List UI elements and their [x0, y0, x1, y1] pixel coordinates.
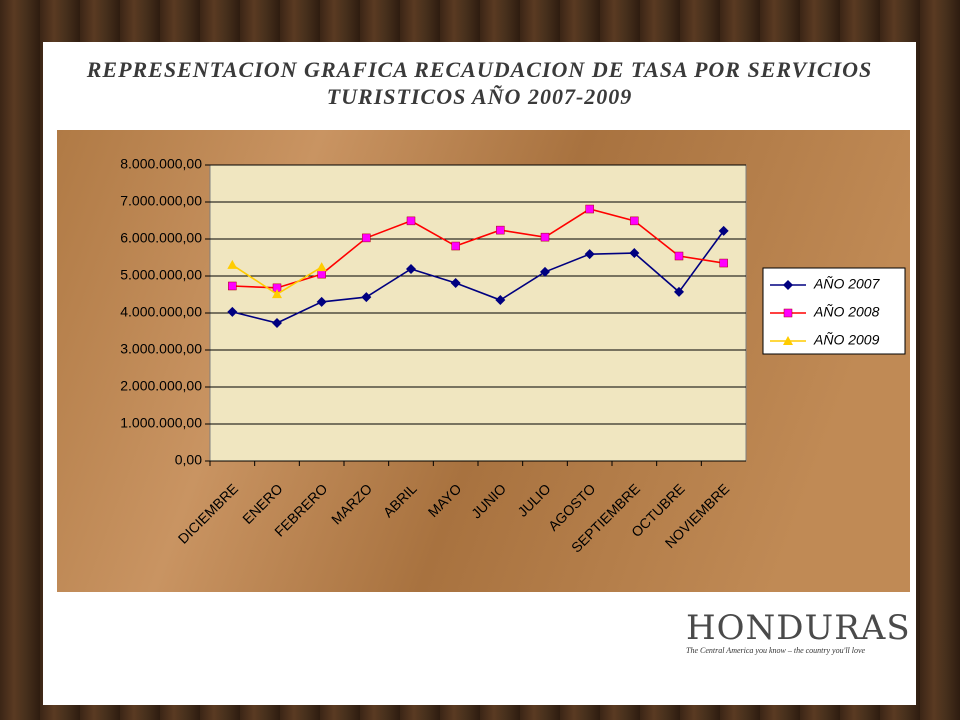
- y-tick-label: 1.000.000,00: [120, 415, 202, 431]
- logo: HONDURAS The Central America you know – …: [686, 608, 911, 655]
- point: [540, 232, 550, 242]
- y-tick-label: 6.000.000,00: [120, 230, 202, 246]
- point: [629, 248, 640, 259]
- point: [450, 278, 461, 289]
- logo-tagline: The Central America you know – the count…: [686, 646, 866, 655]
- point: [584, 249, 595, 260]
- logo-name: HONDURAS: [686, 608, 911, 648]
- point: [228, 281, 237, 291]
- point: [272, 289, 282, 299]
- point: [316, 262, 327, 272]
- line: [232, 230, 725, 324]
- legend-label: AÑO 2009: [813, 332, 880, 348]
- chart-title: REPRESENTACION GRAFICA RECAUDACION DE TA…: [86, 57, 873, 109]
- point: [406, 216, 416, 226]
- point: [227, 306, 238, 317]
- y-tick-label: 5.000.000,00: [120, 267, 202, 283]
- point: [718, 225, 729, 236]
- point: [585, 204, 594, 214]
- legend-label: AÑO 2008: [813, 304, 880, 320]
- point: [361, 292, 372, 303]
- point: [630, 216, 639, 226]
- legend-marker: [783, 280, 793, 290]
- y-tick-label: 0,00: [175, 452, 202, 468]
- point: [272, 317, 282, 328]
- y-tick-label: 2.000.000,00: [120, 378, 202, 394]
- point: [674, 286, 684, 297]
- y-tick-label: 7.000.000,00: [120, 193, 202, 209]
- point: [719, 258, 728, 268]
- legend-marker: [783, 336, 793, 345]
- point: [317, 269, 326, 279]
- point: [451, 241, 460, 251]
- point: [496, 225, 505, 235]
- legend-label: AÑO 2007: [813, 276, 881, 292]
- line: [232, 208, 724, 289]
- point: [495, 295, 506, 306]
- point: [540, 266, 550, 277]
- y-tick-label: 4.000.000,00: [120, 304, 202, 320]
- y-tick-label: 8.000.000,00: [120, 156, 202, 172]
- y-tick-label: 3.000.000,00: [120, 341, 202, 357]
- point: [674, 251, 684, 261]
- point: [406, 263, 416, 274]
- point: [362, 233, 371, 243]
- legend-marker: [783, 308, 793, 318]
- point: [316, 296, 327, 307]
- point: [227, 259, 238, 269]
